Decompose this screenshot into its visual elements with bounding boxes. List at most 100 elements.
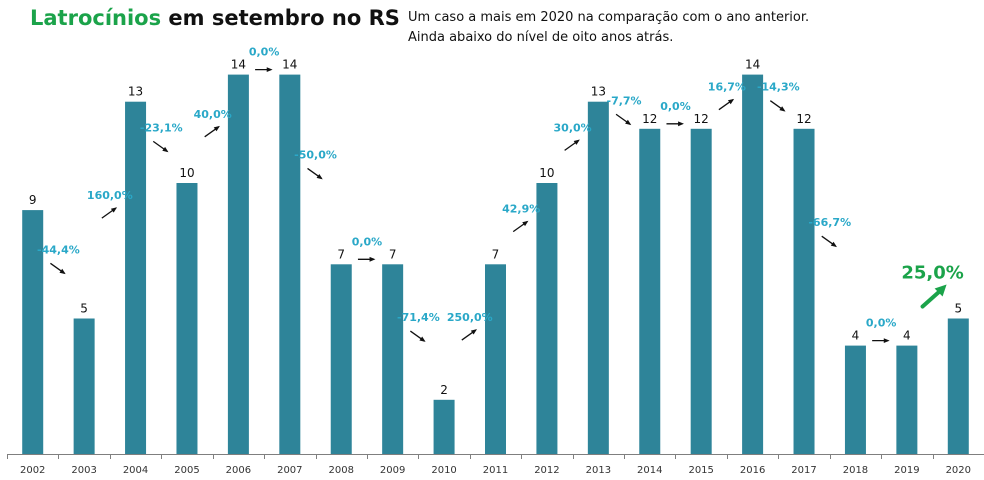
bar xyxy=(22,210,44,454)
trend-arrow-head xyxy=(59,268,66,275)
x-tick-label: 2013 xyxy=(586,465,611,476)
pct-change-label: 42,9% xyxy=(502,203,540,216)
x-tick-label: 2010 xyxy=(431,465,456,476)
bar-value-label: 7 xyxy=(337,247,345,261)
bar-value-label: 7 xyxy=(389,247,397,261)
bar xyxy=(742,74,764,454)
x-tick-label: 2018 xyxy=(843,465,868,476)
pct-change-label: 0,0% xyxy=(866,317,897,330)
pct-change-label: 160,0% xyxy=(87,189,133,202)
bar-value-label: 10 xyxy=(179,166,194,180)
x-tick-label: 2016 xyxy=(740,465,765,476)
trend-arrow-shaft xyxy=(920,288,943,309)
trend-arrow-head xyxy=(213,125,220,132)
pct-change-label: -7,7% xyxy=(607,94,642,107)
bar xyxy=(587,101,609,454)
x-tick-label: 2005 xyxy=(174,465,199,476)
pct-change-label: -44,4% xyxy=(37,243,80,256)
trend-arrow-head xyxy=(883,338,890,343)
x-tick-label: 2004 xyxy=(123,465,148,476)
pct-change-label: 16,7% xyxy=(708,81,746,94)
x-tick-label: 2019 xyxy=(894,465,919,476)
chart-title: Latrocínios em setembro no RS xyxy=(30,6,400,30)
bar-value-label: 9 xyxy=(29,193,37,207)
x-tick-label: 2006 xyxy=(226,465,251,476)
x-tick-label: 2003 xyxy=(71,465,96,476)
title-rest: em setembro no RS xyxy=(168,6,400,30)
pct-change-label: 25,0% xyxy=(901,263,963,284)
bar xyxy=(382,264,404,454)
trend-arrow-head xyxy=(470,329,478,335)
bar xyxy=(433,399,455,454)
bar-value-label: 5 xyxy=(954,302,962,316)
trend-arrow-head xyxy=(110,207,118,213)
bar-value-label: 12 xyxy=(694,112,709,126)
bar xyxy=(485,264,506,454)
pct-change-label: -23,1% xyxy=(140,121,183,134)
bar-value-label: 4 xyxy=(852,329,860,343)
trend-arrow-head xyxy=(934,284,947,297)
bar-value-label: 13 xyxy=(128,85,143,99)
bar xyxy=(793,128,815,455)
pct-change-label: 0,0% xyxy=(249,46,280,59)
x-tick-label: 2002 xyxy=(20,465,45,476)
subtitle-line-1: Um caso a mais em 2020 na comparação com… xyxy=(408,10,810,25)
pct-change-label: 30,0% xyxy=(554,121,592,134)
bar-value-label: 4 xyxy=(903,329,911,343)
pct-change-label: -66,7% xyxy=(808,216,851,229)
trend-arrow-head xyxy=(419,336,426,342)
x-tick-label: 2014 xyxy=(637,465,662,476)
x-tick-label: 2015 xyxy=(688,465,713,476)
pct-change-label: 250,0% xyxy=(447,311,493,324)
x-tick-label: 2007 xyxy=(277,465,302,476)
bar xyxy=(947,318,969,454)
bar-value-label: 5 xyxy=(80,302,88,316)
trend-arrow-head xyxy=(316,173,323,180)
trend-arrow-head xyxy=(625,119,632,126)
pct-change-label: -71,4% xyxy=(397,311,440,324)
pct-change-label: 40,0% xyxy=(194,108,232,121)
bar-value-label: 13 xyxy=(591,85,606,99)
bar xyxy=(536,183,558,454)
bar-value-label: 14 xyxy=(231,58,246,72)
subtitle-line-2: Ainda abaixo do nível de oito anos atrás… xyxy=(408,30,674,45)
pct-change-label: -14,3% xyxy=(757,81,800,94)
trend-arrow-head xyxy=(727,98,735,105)
bar xyxy=(279,74,301,454)
pct-change-label: 0,0% xyxy=(660,100,691,113)
pct-change-label: 0,0% xyxy=(352,235,383,248)
bar-value-label: 7 xyxy=(492,247,500,261)
trend-arrow-head xyxy=(369,256,376,262)
bar xyxy=(639,128,661,455)
bar-value-label: 14 xyxy=(745,58,760,72)
bar-value-label: 12 xyxy=(642,112,657,126)
x-tick-label: 2009 xyxy=(380,465,405,476)
x-tick-label: 2011 xyxy=(483,465,508,476)
x-tick-label: 2020 xyxy=(946,465,971,476)
bar xyxy=(690,128,712,455)
trend-arrow-head xyxy=(830,241,837,248)
bar xyxy=(844,345,866,454)
bar xyxy=(125,101,147,454)
x-tick-label: 2012 xyxy=(534,465,559,476)
trend-arrow-head xyxy=(522,220,529,227)
trend-arrow-head xyxy=(162,146,169,153)
bar xyxy=(73,318,95,454)
bar-value-label: 10 xyxy=(539,166,554,180)
bar xyxy=(896,345,918,454)
x-tick-label: 2008 xyxy=(329,465,354,476)
trend-arrow-head xyxy=(266,67,273,72)
bar-value-label: 12 xyxy=(796,112,811,126)
trend-arrow-head xyxy=(779,106,786,112)
pct-change-label: -50,0% xyxy=(294,148,337,161)
title-highlight: Latrocínios xyxy=(30,6,162,30)
trend-arrow-head xyxy=(678,121,684,127)
bar xyxy=(227,74,249,454)
trend-arrow-head xyxy=(573,139,580,145)
x-tick-label: 2017 xyxy=(791,465,816,476)
chart-subtitle: Um caso a mais em 2020 na comparação com… xyxy=(408,8,809,48)
bar xyxy=(330,264,352,454)
bar-value-label: 14 xyxy=(282,58,297,72)
bar xyxy=(176,183,198,454)
